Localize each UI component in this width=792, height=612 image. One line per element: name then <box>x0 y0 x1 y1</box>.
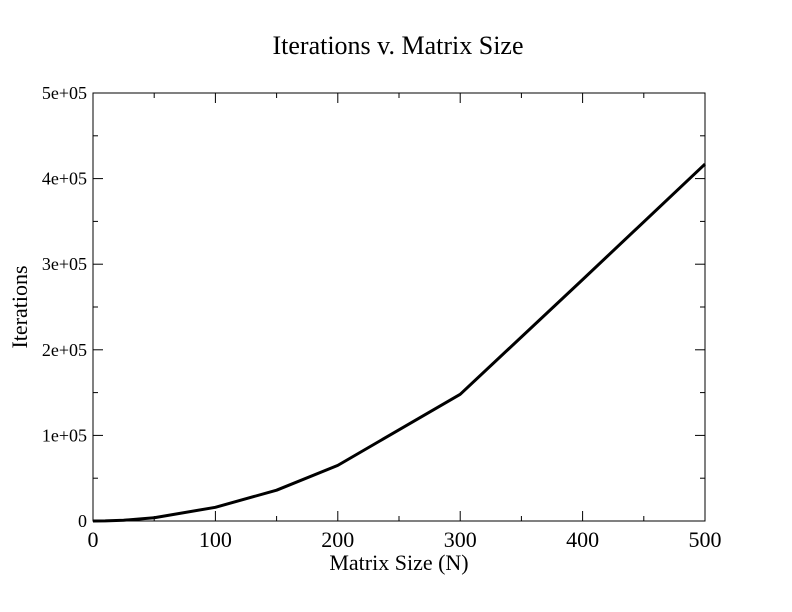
series-layer <box>92 162 707 523</box>
x-tick-label: 100 <box>199 527 232 552</box>
y-tick-label: 2e+05 <box>42 340 87 360</box>
y-tick-label: 3e+05 <box>42 254 87 274</box>
x-axis-label: Matrix Size (N) <box>329 550 468 575</box>
x-tick-labels: 0 100 200 300 400 500 <box>88 527 722 552</box>
y-tick-label: 5e+05 <box>42 83 87 103</box>
x-tick-label: 300 <box>444 527 477 552</box>
y-axis-label: Iterations <box>7 265 32 348</box>
minor-ticks <box>93 93 705 521</box>
series-line-0 <box>92 162 707 523</box>
x-tick-label: 0 <box>88 527 99 552</box>
y-tick-labels: 0 1e+05 2e+05 3e+05 4e+05 5e+05 <box>42 83 87 531</box>
y-tick-label: 4e+05 <box>42 169 87 189</box>
y-tick-label: 0 <box>78 511 87 531</box>
plot-frame <box>92 92 706 522</box>
x-tick-label: 400 <box>566 527 599 552</box>
x-tick-label: 500 <box>689 527 722 552</box>
major-ticks <box>92 92 706 522</box>
chart-title: Iterations v. Matrix Size <box>272 31 523 60</box>
x-tick-label: 200 <box>321 527 354 552</box>
y-tick-label: 1e+05 <box>42 425 87 445</box>
